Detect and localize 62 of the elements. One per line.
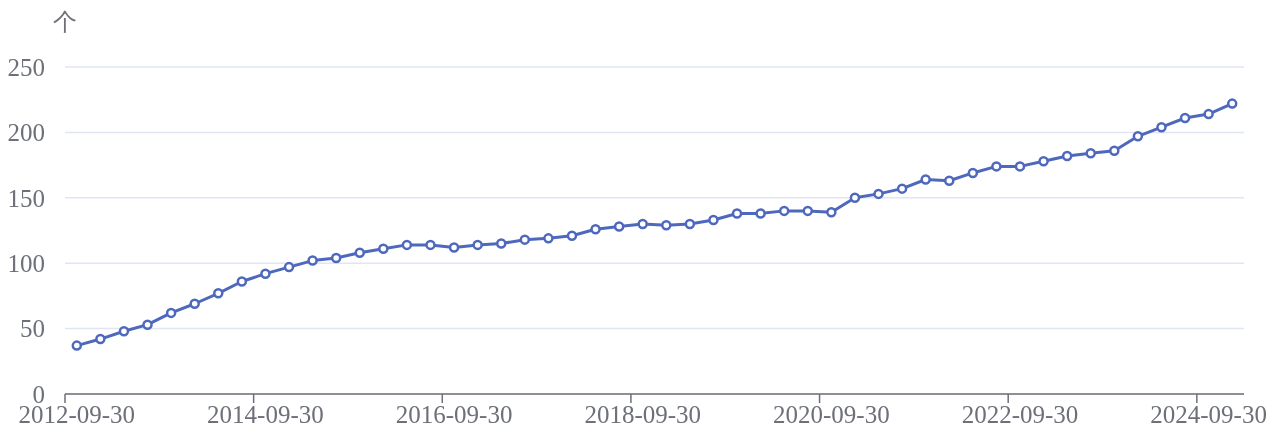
- point: [566, 230, 578, 241]
- point: [944, 175, 955, 187]
- point: [802, 205, 814, 217]
- x-tick-label: 2014-09-30: [207, 400, 324, 428]
- point: [71, 340, 83, 351]
- point: [1038, 155, 1049, 167]
- x-tick-label: 2020-09-30: [773, 400, 890, 428]
- point: [637, 218, 648, 230]
- point: [283, 261, 295, 273]
- point: [95, 333, 106, 345]
- x-tick-label: 2016-09-30: [395, 400, 513, 428]
- y-axis-title: 个: [52, 8, 78, 37]
- y-tick-label: 200: [7, 119, 45, 147]
- point: [684, 218, 696, 230]
- point: [236, 276, 248, 287]
- point: [1109, 145, 1120, 156]
- point: [213, 288, 224, 299]
- point: [165, 307, 177, 319]
- x-tick-label: 2018-09-30: [584, 400, 702, 428]
- point: [896, 183, 908, 194]
- point: [920, 174, 931, 185]
- point: [1014, 161, 1026, 172]
- point: [378, 243, 389, 255]
- point: [189, 298, 200, 309]
- point: [118, 325, 130, 337]
- y-tick-label: 100: [7, 250, 45, 278]
- point: [543, 233, 554, 244]
- point: [1179, 112, 1191, 124]
- point: [731, 208, 743, 219]
- point: [307, 255, 318, 266]
- point: [991, 161, 1002, 172]
- point: [755, 208, 766, 219]
- point: [1226, 98, 1238, 109]
- point: [1203, 108, 1214, 120]
- point: [967, 167, 979, 179]
- y-tick-label: 50: [20, 315, 45, 343]
- point: [873, 188, 884, 200]
- point: [142, 319, 153, 330]
- point: [661, 220, 672, 231]
- point: [1061, 150, 1073, 162]
- point: [849, 192, 861, 204]
- point: [613, 221, 625, 232]
- x-tick-label: 2022-09-30: [961, 400, 1079, 428]
- point: [1085, 148, 1096, 159]
- point: [448, 242, 460, 253]
- point: [590, 223, 601, 235]
- point: [1156, 121, 1167, 133]
- y-tick-label: 150: [7, 184, 45, 212]
- point: [330, 252, 342, 264]
- point: [519, 234, 531, 245]
- x-tick-label: 2024-09-30: [1150, 400, 1267, 428]
- point: [401, 239, 413, 251]
- point: [260, 268, 271, 279]
- y-tick-label: 250: [7, 53, 45, 81]
- point: [425, 239, 436, 251]
- point: [778, 205, 790, 217]
- point: [826, 206, 837, 218]
- point: [495, 238, 507, 249]
- point: [354, 247, 365, 258]
- point: [472, 239, 483, 251]
- point: [708, 214, 719, 226]
- point: [1132, 131, 1144, 142]
